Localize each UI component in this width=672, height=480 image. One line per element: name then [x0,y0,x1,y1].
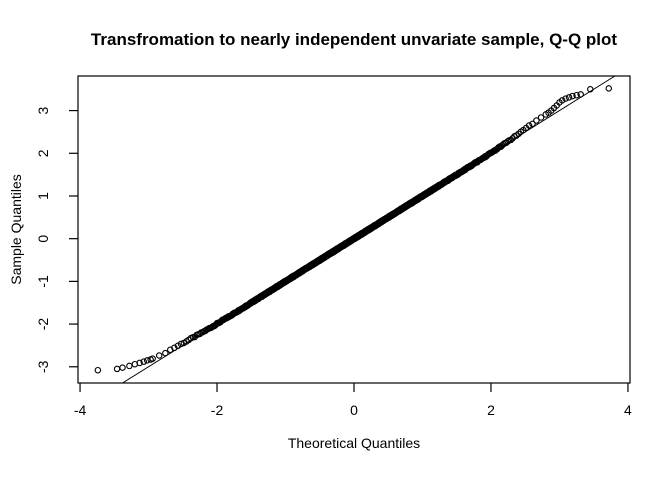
y-tick-label: -2 [35,318,51,331]
y-tick-label: 3 [35,106,51,114]
y-tick-label: 2 [35,149,51,157]
qq-point [605,85,613,92]
y-tick-label: 0 [35,235,51,243]
qq-point [525,122,533,129]
x-axis-label: Theoretical Quantiles [288,435,420,451]
qq-point [537,114,545,121]
y-axis-ticks: -3 -2 -1 0 1 2 3 [35,106,78,373]
qq-point [177,340,185,348]
x-tick-label: 2 [487,402,495,418]
x-axis-ticks: -4 -2 0 2 4 [74,383,632,418]
qq-point [562,95,569,102]
qq-point [573,91,580,99]
x-tick-label: 0 [350,402,358,418]
qq-point [155,352,163,359]
qq-point [507,136,515,144]
y-tick-label: -1 [35,275,51,288]
qq-point [577,91,584,98]
qq-point [126,362,133,370]
qq-point [162,349,169,357]
y-tick-label: -3 [35,360,51,373]
x-tick-label: -2 [211,402,224,418]
plot-title: Transfromation to nearly independent unv… [91,30,617,49]
qq-point [94,366,102,374]
qq-point [171,344,178,352]
qq-point [569,92,576,100]
qq-point [504,138,511,145]
qq-point [558,97,566,104]
y-tick-label: 1 [35,192,51,200]
qq-point [529,120,536,128]
x-tick-label: -4 [74,402,87,418]
y-axis-label: Sample Quantiles [8,174,24,285]
qq-point [565,94,573,101]
qq-point [143,357,151,364]
qq-point [136,359,143,367]
x-tick-label: 4 [624,402,632,418]
qq-point [119,364,126,371]
qq-point [587,85,594,93]
qq-points [94,85,613,374]
qq-point [140,358,148,365]
qq-point [533,117,540,124]
qq-point [149,355,156,362]
